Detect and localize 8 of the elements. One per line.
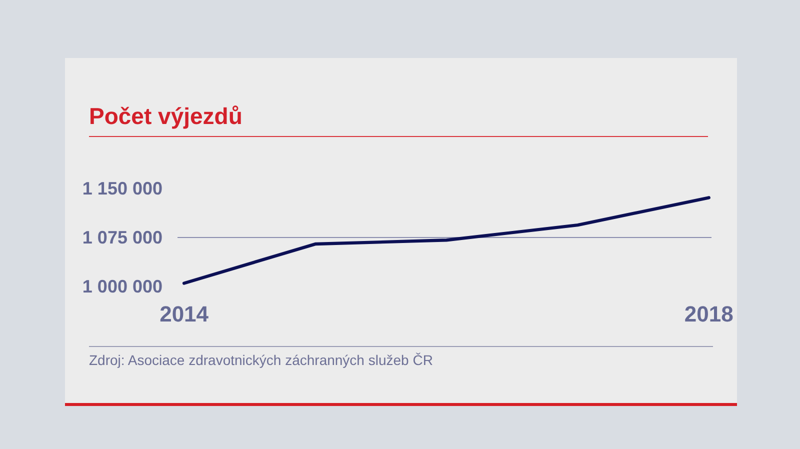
- y-tick-label: 1 075 000: [82, 228, 162, 248]
- x-tick-label: 2014: [160, 302, 210, 326]
- line-series: [182, 196, 710, 285]
- y-tick-label: 1 000 000: [82, 276, 162, 296]
- text: Zdroj: Asociace zdravotnických záchranných služeb ČR: [89, 351, 433, 369]
- y-tick-label: 1 150 000: [82, 178, 162, 198]
- chart-title: Počet výjezdů: [89, 102, 242, 130]
- x-tick-label: 2018: [684, 302, 734, 326]
